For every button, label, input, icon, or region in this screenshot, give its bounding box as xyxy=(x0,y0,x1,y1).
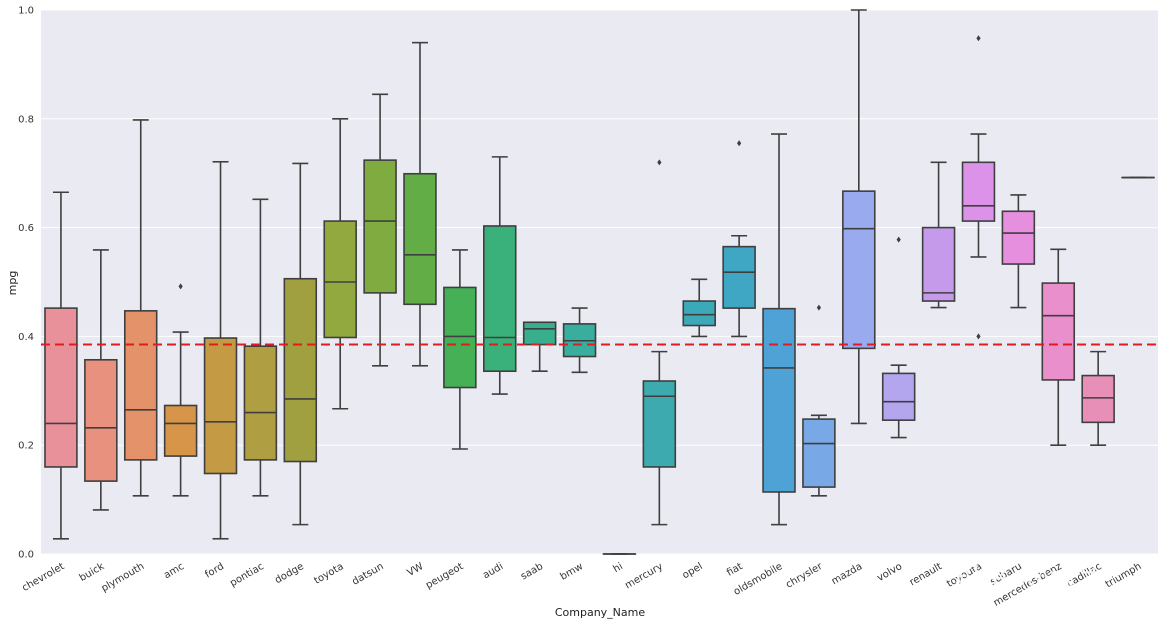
iqr-box xyxy=(364,160,396,293)
x-tick-label: amc xyxy=(162,561,186,581)
iqr-box xyxy=(963,162,995,221)
iqr-box xyxy=(843,191,875,348)
x-tick-label: VW xyxy=(405,561,425,579)
x-tick-label: volvo xyxy=(875,561,904,584)
iqr-box xyxy=(524,322,556,344)
iqr-box xyxy=(484,226,516,371)
iqr-box xyxy=(883,373,915,420)
x-tick-label: mercury xyxy=(623,561,665,591)
watermark-text: 知乎 @大大 xyxy=(950,561,1110,596)
x-tick-label: fiat xyxy=(725,561,745,579)
x-axis-title: Company_Name xyxy=(555,606,646,619)
x-tick-label: datsun xyxy=(350,561,385,588)
x-tick-label: hi xyxy=(612,561,625,575)
x-tick-label: mazda xyxy=(830,561,865,587)
x-tick-label: opel xyxy=(681,561,705,581)
x-tick-label: pontiac xyxy=(228,561,266,589)
x-tick-label: toyota xyxy=(312,561,345,587)
x-tick-label: triumph xyxy=(1104,561,1144,590)
iqr-box xyxy=(165,405,197,456)
iqr-box xyxy=(205,338,237,473)
iqr-box xyxy=(723,247,755,308)
y-tick-label: 0.4 xyxy=(18,332,34,343)
x-tick-label: plymouth xyxy=(100,561,147,594)
y-axis-title: mpg xyxy=(6,271,19,296)
iqr-box xyxy=(1002,211,1034,264)
y-tick-label: 0.2 xyxy=(18,441,34,452)
x-tick-label: bmw xyxy=(559,561,586,583)
x-tick-label: peugeot xyxy=(424,561,465,591)
iqr-box xyxy=(1082,376,1114,423)
iqr-box xyxy=(444,287,476,387)
iqr-box xyxy=(803,419,835,487)
iqr-box xyxy=(85,360,117,481)
y-tick-labels: 0.0 0.2 0.4 0.6 0.8 1.0 xyxy=(18,6,34,561)
iqr-box xyxy=(763,309,795,492)
iqr-box xyxy=(324,221,356,337)
iqr-box xyxy=(683,301,715,325)
x-tick-label: chevrolet xyxy=(20,561,66,594)
iqr-box xyxy=(643,381,675,467)
y-tick-label: 0.8 xyxy=(18,114,34,125)
x-tick-label: audi xyxy=(481,561,505,581)
iqr-box xyxy=(404,174,436,305)
y-tick-label: 1.0 xyxy=(18,6,34,17)
x-tick-label: renault xyxy=(908,561,944,588)
x-tick-label: ford xyxy=(203,561,226,580)
iqr-box xyxy=(923,228,955,301)
x-tick-label: saab xyxy=(519,561,545,582)
y-tick-label: 0.0 xyxy=(18,550,34,561)
x-tick-label: buick xyxy=(78,561,107,584)
iqr-box xyxy=(45,308,77,467)
x-tick-label: chrysler xyxy=(784,561,825,591)
y-tick-label: 0.6 xyxy=(18,223,34,234)
iqr-box xyxy=(284,279,316,462)
iqr-box xyxy=(125,311,157,460)
iqr-box xyxy=(1042,283,1074,380)
iqr-box xyxy=(244,346,276,460)
x-tick-label: dodge xyxy=(273,561,306,586)
